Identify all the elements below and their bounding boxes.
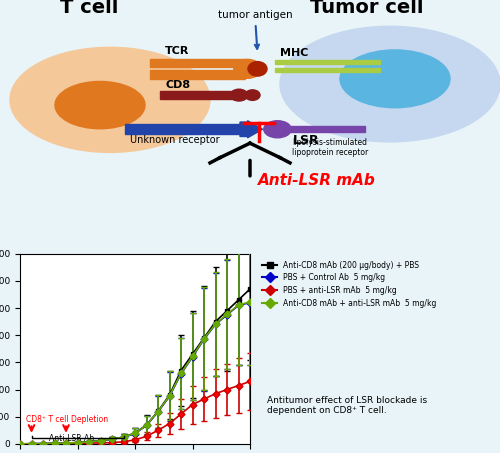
Bar: [290, 126, 365, 132]
Legend: Anti-CD8 mAb (200 μg/body) + PBS, PBS + Control Ab  5 mg/kg, PBS + anti-LSR mAb : Anti-CD8 mAb (200 μg/body) + PBS, PBS + …: [259, 257, 440, 311]
Text: LSR: LSR: [292, 134, 319, 147]
Circle shape: [55, 82, 145, 129]
Text: Antitumor effect of LSR blockade is
dependent on CD8⁺ T cell.: Antitumor effect of LSR blockade is depe…: [267, 396, 427, 415]
Text: MHC: MHC: [280, 48, 308, 58]
Text: CD8: CD8: [165, 80, 190, 90]
Ellipse shape: [248, 62, 267, 76]
Ellipse shape: [264, 121, 291, 138]
Bar: [150, 58, 245, 67]
Bar: [150, 70, 245, 79]
Bar: [125, 124, 240, 134]
Ellipse shape: [230, 89, 248, 101]
Ellipse shape: [234, 59, 261, 78]
Circle shape: [10, 47, 210, 152]
Text: Anti-LSR Ab: Anti-LSR Ab: [49, 434, 94, 443]
Text: lipolysis-stimulated
lipoprotein receptor: lipolysis-stimulated lipoprotein recepto…: [292, 138, 369, 157]
Text: tumor antigen: tumor antigen: [218, 10, 292, 49]
Text: Unknown receptor: Unknown receptor: [130, 135, 220, 145]
Bar: [275, 60, 380, 64]
Text: TCR: TCR: [165, 46, 190, 56]
Text: Anti-LSR mAb: Anti-LSR mAb: [258, 173, 375, 188]
FancyArrow shape: [240, 121, 262, 138]
Circle shape: [280, 26, 500, 142]
Ellipse shape: [245, 90, 260, 101]
Bar: [160, 91, 235, 99]
Circle shape: [340, 50, 450, 108]
Text: T cell: T cell: [60, 0, 118, 17]
Text: Tumor cell: Tumor cell: [310, 0, 424, 17]
Bar: [275, 67, 380, 72]
Text: CD8⁺ T cell Depletion: CD8⁺ T cell Depletion: [26, 415, 108, 424]
